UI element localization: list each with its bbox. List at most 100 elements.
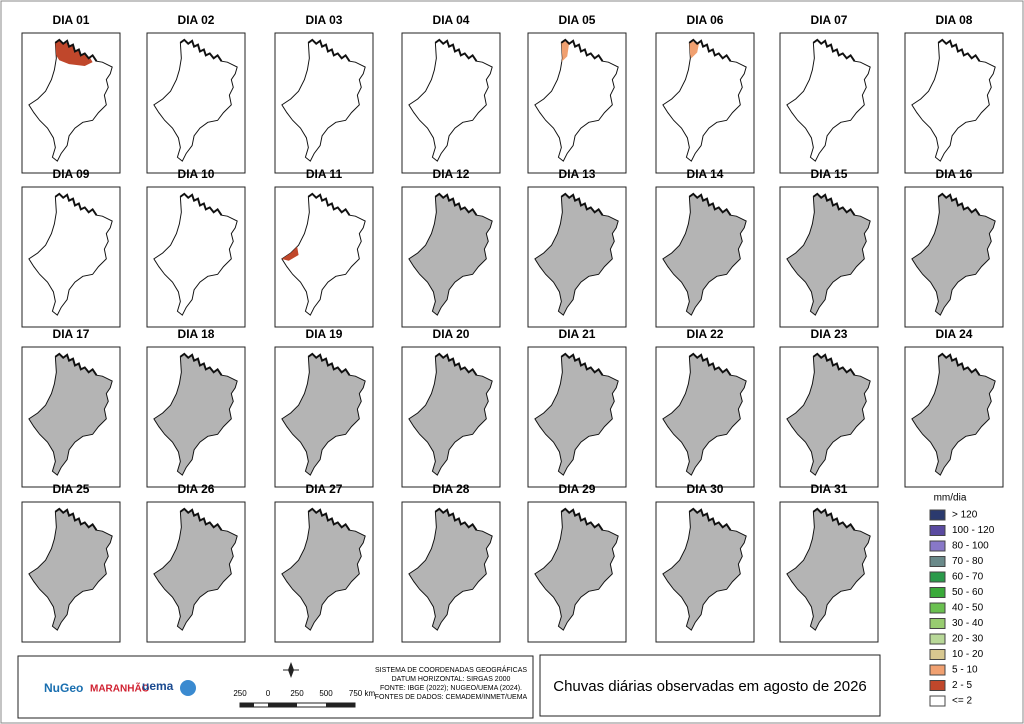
legend-label: 60 - 70 [952, 572, 984, 583]
state-map [911, 192, 996, 316]
coast [434, 507, 478, 531]
legend-swatch [929, 540, 946, 552]
state-map [28, 352, 113, 476]
day-label: DIA 19 [306, 327, 343, 341]
legend-swatch [929, 680, 946, 691]
coast [54, 507, 98, 531]
legend-label: 2 - 5 [952, 680, 972, 691]
day-label: DIA 25 [53, 482, 90, 496]
coast [307, 507, 351, 531]
day-label: DIA 24 [936, 327, 973, 341]
title-box [539, 654, 881, 717]
day-label: DIA 03 [306, 13, 343, 27]
coast [560, 507, 604, 531]
state-map [534, 352, 619, 476]
day-label: DIA 20 [433, 327, 470, 341]
state-map [153, 507, 238, 631]
day-label: DIA 29 [559, 482, 596, 496]
day-label: DIA 01 [53, 13, 90, 27]
coast [688, 192, 732, 216]
legend-label: 50 - 60 [952, 587, 984, 598]
day-label: DIA 09 [53, 167, 90, 181]
legend-label: 70 - 80 [952, 556, 984, 567]
day-label: DIA 14 [687, 167, 724, 181]
legend-label: > 120 [952, 510, 978, 521]
state-map [408, 352, 493, 476]
legend-label: 5 - 10 [952, 665, 978, 676]
footer-box [17, 655, 534, 719]
legend-swatch [929, 695, 946, 707]
state-map [911, 38, 996, 162]
state-map [408, 38, 493, 162]
state-map [662, 192, 747, 316]
scale-bar [239, 702, 356, 708]
coast [434, 192, 478, 216]
day-label: DIA 27 [306, 482, 343, 496]
info-line: FONTES DE DADOS: CEMADEM/INMET/UEMA [375, 694, 528, 701]
coast [937, 192, 981, 216]
coast [434, 352, 478, 376]
logo: MARANHÃO [90, 682, 150, 695]
coast [812, 38, 856, 62]
coast [179, 507, 223, 531]
coast [688, 38, 732, 62]
coast [812, 507, 856, 531]
state-map [786, 507, 871, 631]
info-line: DATUM HORIZONTAL: SIRGAS 2000 [392, 676, 511, 683]
coast [54, 192, 98, 216]
coast [179, 352, 223, 376]
scale-label: 250 [290, 689, 304, 698]
state-map [662, 38, 747, 162]
state-map [408, 507, 493, 631]
state-map [28, 192, 113, 316]
legend-swatch [929, 649, 946, 660]
logo: NuGeo [44, 681, 83, 695]
legend-swatch [929, 525, 946, 536]
legend-swatch [929, 556, 946, 567]
coast [688, 507, 732, 531]
state-map [662, 507, 747, 631]
coast [812, 192, 856, 216]
day-label: DIA 11 [306, 167, 343, 181]
legend-swatch [929, 664, 946, 676]
info-line: FONTE: IBGE (2022); NUGEO/UEMA (2024). [380, 685, 522, 692]
day-label: DIA 18 [178, 327, 215, 341]
state-map [281, 507, 366, 631]
legend-title: mm/dia [934, 493, 967, 504]
coast [560, 192, 604, 216]
state-map [28, 507, 113, 631]
rain-area [53, 39, 93, 67]
state-map [786, 352, 871, 476]
day-label: DIA 16 [936, 167, 973, 181]
day-label: DIA 02 [178, 13, 215, 27]
state-map [281, 352, 366, 476]
coast [560, 352, 604, 376]
day-label: DIA 17 [53, 327, 90, 341]
day-label: DIA 23 [811, 327, 848, 341]
rain-area [688, 40, 700, 59]
coast [179, 192, 223, 216]
day-label: DIA 30 [687, 482, 724, 496]
state-map [28, 38, 113, 162]
state-map [662, 352, 747, 476]
state-map [911, 352, 996, 476]
day-label: DIA 12 [433, 167, 470, 181]
day-label: DIA 21 [559, 327, 596, 341]
logo-icon [180, 680, 196, 696]
legend-label: 100 - 120 [952, 525, 995, 536]
legend-label: 30 - 40 [952, 618, 984, 629]
legend-swatch [929, 509, 946, 521]
map-title: Chuvas diárias observadas em agosto de 2… [553, 678, 867, 695]
coast [307, 352, 351, 376]
legend-label: 80 - 100 [952, 541, 989, 552]
day-label: DIA 28 [433, 482, 470, 496]
state-map [534, 38, 619, 162]
day-label: DIA 07 [811, 13, 848, 27]
day-label: DIA 31 [811, 482, 848, 496]
legend-label: 20 - 30 [952, 634, 984, 645]
scale-label: 500 [319, 689, 333, 698]
legend-label: 10 - 20 [952, 649, 984, 660]
day-label: DIA 26 [178, 482, 215, 496]
legend-swatch [929, 602, 946, 614]
